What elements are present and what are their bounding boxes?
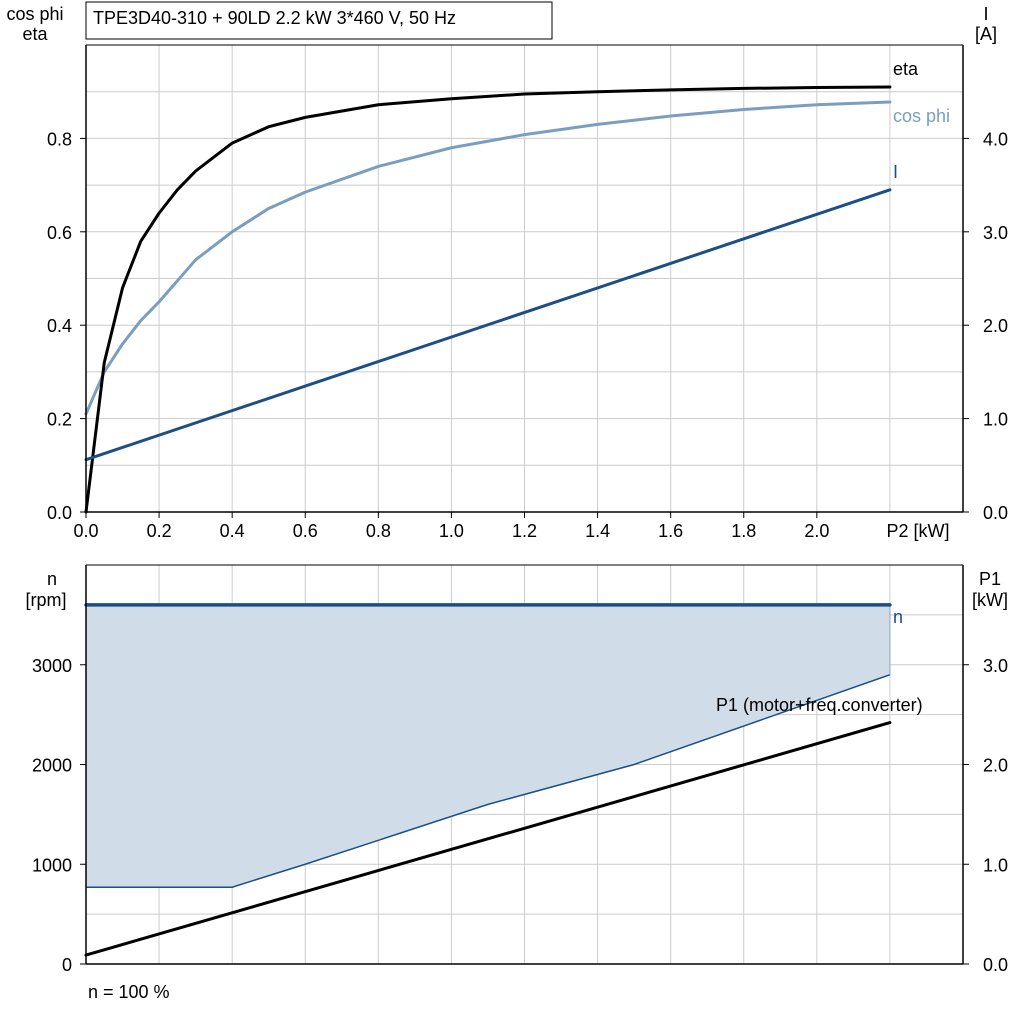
bottom-right-tick-label: 1.0	[983, 855, 1008, 875]
top-right-tick-label: 0.0	[983, 503, 1008, 523]
x-tick-label: 2.0	[804, 521, 829, 541]
top-left-tick-label: 0.0	[47, 503, 72, 523]
x-tick-label: 0.0	[73, 521, 98, 541]
eta-line	[84, 85, 892, 514]
title-box	[85, 1, 553, 40]
x-tick-label: 1.4	[585, 521, 610, 541]
bottom-left-tick-label: 1000	[32, 855, 72, 875]
top-right-axis-label-line-1: I	[983, 4, 988, 24]
x-tick-label: 0.4	[220, 521, 245, 541]
current-line	[84, 188, 892, 462]
chart-title: TPE3D40-310 + 90LD 2.2 kW 3*460 V, 50 Hz	[93, 8, 456, 28]
x-tick-label: 0.8	[366, 521, 391, 541]
top-right-tick-label: 1.0	[983, 410, 1008, 430]
chart-marks: eta cos phi In P1 (motor+freq.converter) 0.0…	[32, 44, 1008, 975]
top-grid	[86, 44, 963, 512]
bottom-right-tick-label: 2.0	[983, 756, 1008, 776]
speed-footnote: n = 100 %	[88, 982, 170, 1002]
bottom-left-tick-label: 2000	[32, 756, 72, 776]
p1-line	[84, 721, 892, 957]
top-left-tick-label: 0.8	[47, 129, 72, 149]
x-tick-label: 1.6	[658, 521, 683, 541]
top-left-tick-label: 0.6	[47, 223, 72, 243]
current-series-label: I	[893, 162, 898, 182]
top-left-axis-label-line-1: cos phi	[6, 4, 63, 24]
x-tick-label: 0.6	[293, 521, 318, 541]
top-right-tick-label: 3.0	[983, 223, 1008, 243]
p1-series-label: P1 (motor+freq.converter)	[716, 695, 923, 715]
x-axis-label: P2 [kW]	[886, 521, 949, 541]
top-left-tick-label: 0.2	[47, 410, 72, 430]
x-tick-label: 1.8	[731, 521, 756, 541]
operating-range-area	[86, 604, 890, 888]
bottom-left-axis-label-line-1: n	[47, 569, 57, 589]
top-right-axis-label-line-2: [A]	[975, 24, 997, 44]
bottom-left-tick-label: 0	[62, 955, 72, 975]
top-left-tick-label: 0.4	[47, 316, 72, 336]
top-right-tick-label: 4.0	[983, 129, 1008, 149]
bottom-right-tick-label: 3.0	[983, 656, 1008, 676]
bottom-left-axis-label-line-2: [rpm]	[25, 590, 66, 610]
top-right-tick-label: 2.0	[983, 316, 1008, 336]
top-left-axis-label-line-2: eta	[22, 24, 48, 44]
speed-series-label: n	[893, 607, 903, 627]
eta-series-label: eta	[893, 59, 919, 79]
min-speed-line	[86, 674, 891, 888]
bottom-right-axis-label-line-1: P1	[979, 569, 1001, 589]
bottom-right-axis-label-line-2: [kW]	[972, 590, 1008, 610]
x-tick-label: 1.0	[439, 521, 464, 541]
cos-phi-series-label: cos phi	[893, 106, 950, 126]
x-tick-label: 1.2	[512, 521, 537, 541]
bottom-right-tick-label: 0.0	[983, 955, 1008, 975]
cos-phi-line	[84, 100, 892, 416]
bottom-left-tick-label: 3000	[32, 656, 72, 676]
x-tick-label: 0.2	[147, 521, 172, 541]
